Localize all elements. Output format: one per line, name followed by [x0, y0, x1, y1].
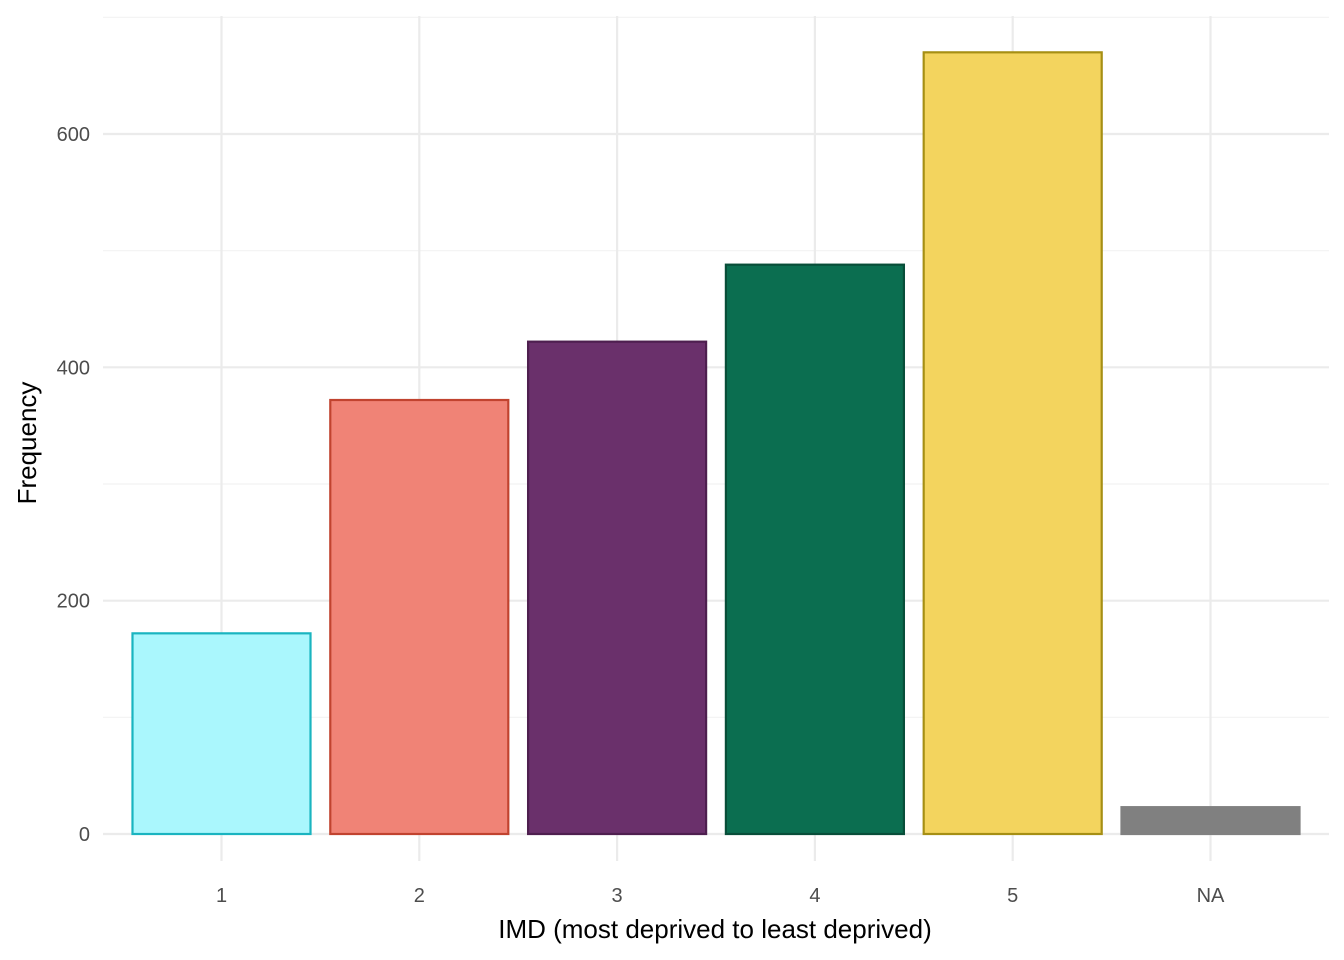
x-axis-title: IMD (most deprived to least deprived)	[498, 914, 932, 944]
x-tick-label: 5	[1007, 885, 1018, 907]
bars	[131, 51, 1301, 836]
y-axis-title: Frequency	[12, 382, 42, 505]
y-tick-label: 200	[57, 591, 90, 613]
x-tick-label: NA	[1197, 885, 1225, 907]
bar-3	[526, 340, 708, 836]
bar-2	[329, 398, 510, 836]
y-tick-labels: 0 200 400 600	[57, 124, 90, 846]
x-tick-labels: 1 2 3 4 5 NA	[216, 885, 1225, 907]
x-tick-label: 3	[612, 885, 623, 907]
y-tick-label: 400	[57, 357, 90, 379]
y-tick-label: 600	[57, 124, 90, 146]
bar-5	[922, 51, 1103, 836]
x-tick-label: 2	[414, 885, 425, 907]
y-tick-label: 0	[79, 824, 90, 846]
bar-1	[131, 632, 312, 836]
bar-4	[724, 263, 906, 836]
x-tick-label: 4	[809, 885, 820, 907]
x-tick-label: 1	[216, 885, 227, 907]
bar-na	[1120, 806, 1301, 836]
